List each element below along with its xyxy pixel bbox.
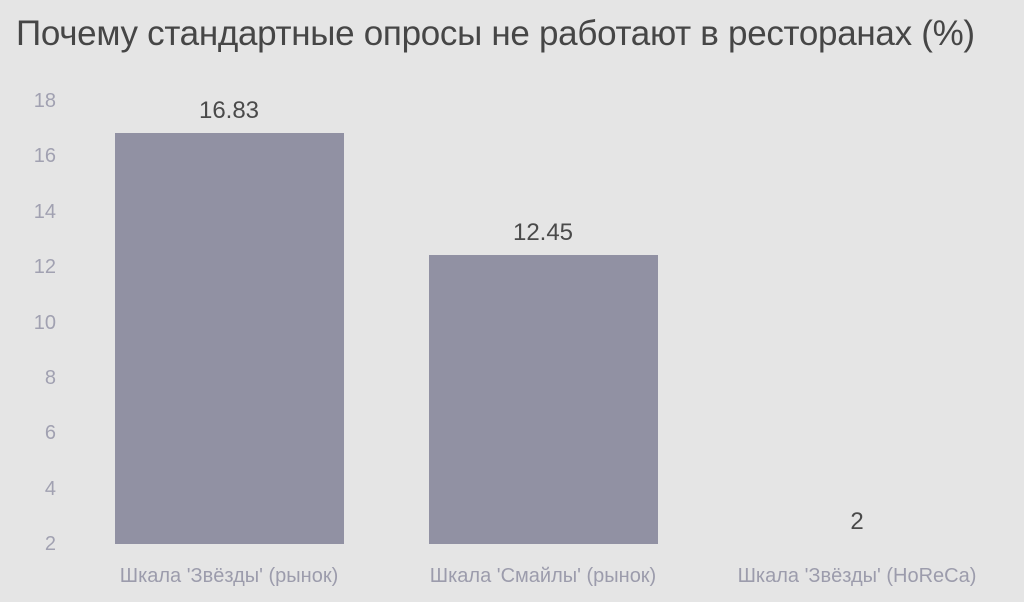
bar-value-label: 2: [850, 508, 864, 535]
bar: [115, 133, 344, 544]
y-tick-label: 16: [33, 145, 56, 168]
bar-value-label: 12.45: [512, 219, 574, 246]
bar-value-label: 16.83: [198, 97, 260, 124]
bar: [429, 255, 658, 544]
y-tick-label: 14: [33, 200, 56, 223]
y-tick-label: 10: [33, 311, 56, 334]
category-label: Шкала 'Смайлы' (рынок): [429, 565, 657, 587]
chart-title: Почему стандартные опросы не работают в …: [16, 14, 975, 53]
y-tick-label: 12: [33, 256, 56, 279]
y-tick-label: 6: [44, 422, 56, 445]
category-label: Шкала 'Звёзды' (рынок): [119, 565, 339, 587]
y-tick-label: 18: [33, 90, 56, 112]
category-label: Шкала 'Звёзды' (HoReCa): [737, 565, 977, 587]
y-tick-label: 2: [44, 533, 56, 555]
y-tick-label: 4: [44, 477, 56, 500]
y-tick-label: 8: [44, 366, 56, 389]
